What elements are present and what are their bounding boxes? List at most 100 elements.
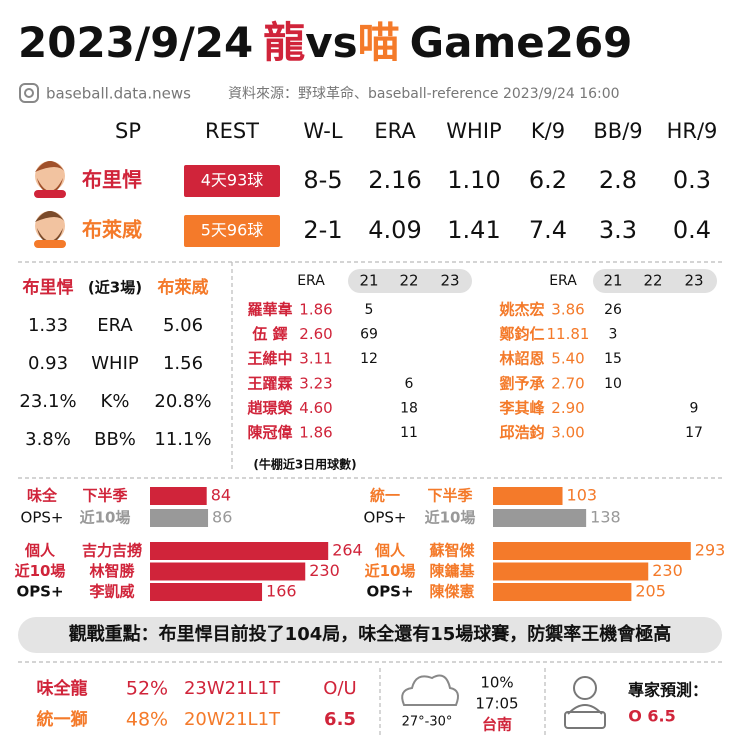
player-name: 蘇智傑 [428, 542, 474, 560]
reliever-name: 林詔恩 [499, 350, 544, 368]
bullpen-header: 22 [643, 272, 662, 290]
pitch-count: 69 [360, 327, 378, 343]
temperature: 27°-30° [402, 715, 453, 730]
pitch-count: 15 [604, 351, 622, 367]
time: 17:05 [475, 695, 518, 713]
reliever-name: 姚杰宏 [498, 301, 544, 319]
reliever-name: 王躍霖 [247, 374, 292, 392]
metric-label: OPS+ [21, 509, 64, 527]
reliever-name: 趙璟榮 [247, 399, 292, 417]
prediction-label: 專家預測： [628, 681, 708, 700]
bullpen-header: ERA [297, 273, 325, 289]
reliever-name: 李其峰 [498, 399, 545, 417]
stat: 1.10 [447, 166, 500, 194]
recent-cell: K% [101, 391, 130, 412]
reliever-name: 陳冠偉 [247, 424, 292, 442]
recent-cell: 5.06 [163, 315, 203, 336]
reliever-era: 3.11 [299, 350, 332, 368]
ou-value: 6.5 [324, 709, 356, 730]
column-header: HR/9 [667, 119, 718, 143]
reliever-era: 2.60 [299, 325, 332, 343]
column-header: ERA [374, 119, 416, 143]
reliever-era: 3.00 [551, 424, 584, 442]
rest-box [184, 215, 280, 247]
face-icon [34, 211, 66, 248]
pitcher-name: 布里悍 [82, 168, 142, 192]
recent-cell: 11.1% [154, 429, 211, 450]
reliever-name: 劉予承 [499, 374, 544, 392]
team-label: 味全 [27, 487, 58, 505]
team-name: 味全龍 [37, 678, 88, 699]
recent-cell: 1.33 [28, 315, 68, 336]
stat: 0.4 [673, 216, 711, 244]
team-name: 統一獅 [37, 709, 88, 730]
player-name: 林智勝 [89, 562, 135, 580]
pitch-count: 11 [400, 425, 418, 441]
reliever-era: 1.86 [299, 424, 332, 442]
cloud-icon [401, 674, 459, 706]
reliever-name: 羅華韋 [247, 301, 292, 319]
bullpen-header: 21 [359, 272, 378, 290]
venue: 台南 [482, 716, 512, 734]
recent-header: 布里悍 [23, 277, 74, 298]
row-label: OPS+ [16, 583, 63, 601]
highlight: 觀戰重點：布里悍目前投了104局，味全還有15場球賽，防禦率王機會極高 [69, 623, 672, 645]
ops-bar [150, 487, 207, 505]
stat: 7.4 [529, 216, 567, 244]
pitcher-name: 布萊威 [82, 218, 142, 242]
rest: 4天93球 [201, 171, 264, 190]
record: 20W21L1T [184, 709, 281, 730]
bullpen-header: 23 [684, 272, 703, 290]
metric-label: OPS+ [364, 509, 407, 527]
recent-cell: 23.1% [19, 391, 76, 412]
reliever-era: 1.86 [299, 301, 332, 319]
bar-value: 138 [590, 508, 621, 527]
row-label: 個人 [374, 542, 406, 560]
ops-bar [493, 583, 632, 601]
row-label: OPS+ [366, 583, 413, 601]
highlight-box [18, 617, 722, 653]
bullpen-header: 23 [440, 272, 459, 290]
recent-header: (近3場) [88, 279, 142, 297]
recent-cell: ERA [97, 315, 133, 336]
column-header: W-L [303, 119, 342, 143]
ops-bar [150, 583, 263, 601]
ou-label: O/U [323, 678, 356, 699]
record: 23W21L1T [184, 678, 281, 699]
stat: 6.2 [529, 166, 567, 194]
player-name: 李凱威 [88, 583, 134, 601]
recent-cell: 1.56 [163, 353, 203, 374]
reliever-name: 邱浩鈞 [499, 424, 544, 442]
recent-cell: BB% [94, 429, 136, 450]
reliever-name: 鄭鈞仁 [499, 325, 544, 343]
stat: 2.16 [368, 166, 421, 194]
pitch-count: 9 [690, 400, 699, 416]
rest: 5天96球 [201, 221, 264, 240]
note: (牛棚近3日用球數) [253, 457, 356, 472]
recent-cell: 3.8% [25, 429, 71, 450]
reliever-era: 5.40 [551, 350, 584, 368]
stat: 2.8 [599, 166, 637, 194]
player-name: 吉力吉撈 [82, 542, 142, 560]
reliever-name: 王維中 [247, 350, 292, 368]
title-date: 2023/9/24 [18, 18, 253, 67]
pitch-count: 17 [685, 425, 703, 441]
face-icon [34, 161, 66, 198]
title-team2: 喵 [358, 18, 400, 67]
title: 2023/9/24 龍vs喵 Game269 [18, 18, 632, 67]
title-game: Game269 [410, 18, 633, 67]
ops-bar [150, 542, 329, 560]
ops-bar [493, 562, 649, 581]
pitch-count: 18 [400, 400, 418, 416]
pitch-count: 12 [360, 351, 378, 367]
bar-value: 293 [695, 541, 726, 560]
stat: 8-5 [303, 166, 342, 194]
expert-icon [564, 676, 606, 729]
title-team1: 龍 [263, 18, 305, 67]
ops-bar [150, 509, 209, 527]
year-pill [593, 269, 717, 293]
reliever-name: 伍 鐸 [251, 325, 287, 343]
stat: 2-1 [303, 216, 342, 244]
pitch-count: 5 [365, 302, 374, 318]
